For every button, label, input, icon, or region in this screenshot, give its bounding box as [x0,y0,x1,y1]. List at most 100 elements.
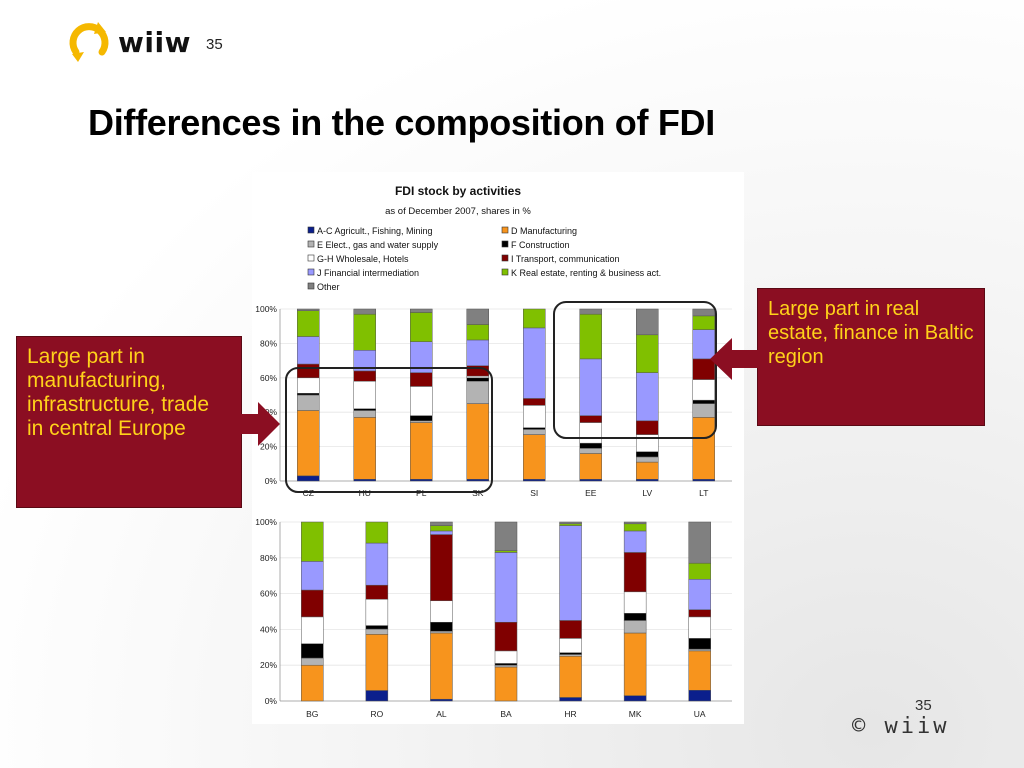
bar-segment [692,379,715,401]
bar-segment [692,399,715,404]
bar-segment [692,479,715,482]
x-tick-label: SI [530,488,538,498]
bar-segment [301,521,324,562]
y-tick-label: 20% [260,442,277,452]
bar-segment [466,403,489,480]
y-tick-label: 40% [260,624,277,634]
bar-segment [365,690,389,702]
bar-segment [579,479,602,482]
bar-segment [494,666,518,702]
highlight-box-central-europe [285,367,493,493]
bar-segment [688,579,711,610]
legend-label: F Construction [511,240,570,250]
bar-segment [365,625,389,630]
bar-segment [410,422,433,480]
x-tick-label: RO [370,709,383,719]
bar-segment [353,308,376,315]
bar-segment [494,663,518,666]
bar-segment [688,638,711,650]
bar-segment [579,358,602,416]
y-tick-label: 100% [255,304,277,314]
bar-segment [301,561,324,591]
bar-segment [430,698,453,702]
x-tick-label: HR [564,709,576,719]
bar-segment [579,453,602,480]
bar-segment [430,600,453,623]
bar-segment [297,410,320,477]
bar-segment [466,375,489,379]
bar-segment [297,336,320,365]
bar-segment [579,448,602,454]
bar-segment [623,530,647,553]
y-tick-label: 80% [260,553,277,563]
bar-segment [466,380,489,404]
bar-segment [559,523,582,526]
bar-segment [623,591,647,614]
legend-label: Other [317,282,340,292]
bar-segment [365,628,389,635]
bar-segment [430,530,453,535]
x-tick-label: MK [629,709,642,719]
bar-segment [579,313,602,360]
legend-label: I Transport, communication [511,254,620,264]
x-tick-label: LT [699,488,708,498]
bar-segment [297,308,320,311]
chart-title: FDI stock by activities [395,184,521,198]
bar-segment [636,420,659,435]
legend-swatch [307,240,315,248]
bar-segment [692,403,715,418]
bar-segment [466,479,489,482]
bar-segment [559,620,582,639]
legend-swatch [501,226,509,234]
bar-segment [410,420,433,423]
bar-segment [410,308,433,313]
chart-subtitle: as of December 2007, shares in % [385,206,531,217]
x-tick-label: BG [306,709,318,719]
bar-segment [365,521,389,544]
bar-segment [466,377,489,382]
bar-segment [430,632,453,700]
bar-segment [636,308,659,336]
bar-segment [623,695,647,702]
x-tick-label: AL [436,709,447,719]
bar-segment [523,434,546,480]
bar-segment [523,405,546,428]
bar-segment [353,479,376,482]
bar-segment [559,525,582,621]
bar-segment [688,648,711,652]
bar-segment [466,324,489,341]
bar-segment [623,552,647,593]
legend-label: J Financial intermediation [317,268,419,278]
bar-segment [297,393,320,396]
legend-label: A-C Agricult., Fishing, Mining [317,226,433,236]
bar-segment [636,479,659,482]
bar-segment [523,398,546,406]
bar-segment [494,621,518,652]
brand-name: wiiw [118,25,191,59]
legend-swatch [501,254,509,262]
bar-segment [579,415,602,423]
callout-central-europe: Large part in manufacturing, infrastruct… [16,336,242,508]
y-tick-label: 0% [265,696,278,706]
bar-segment [636,372,659,422]
x-tick-label: EE [585,488,597,498]
bar-segment [410,372,433,387]
bar-segment [494,552,518,623]
x-tick-label: BA [500,709,512,719]
legend-label: D Manufacturing [511,226,577,236]
bar-segment [623,523,647,532]
bar-segment [494,550,518,553]
bar-segment [430,621,453,632]
bar-segment [688,609,711,618]
bar-segment [636,461,659,480]
bar-segment [466,339,489,367]
bar-segment [688,650,711,691]
bar-segment [692,417,715,480]
bar-segment [623,521,647,525]
bar-segment [353,410,376,418]
bar-segment [430,630,453,634]
bar-segment [494,650,518,664]
y-tick-label: 0% [265,476,278,486]
bar-segment [297,475,320,482]
bar-segment [297,310,320,337]
